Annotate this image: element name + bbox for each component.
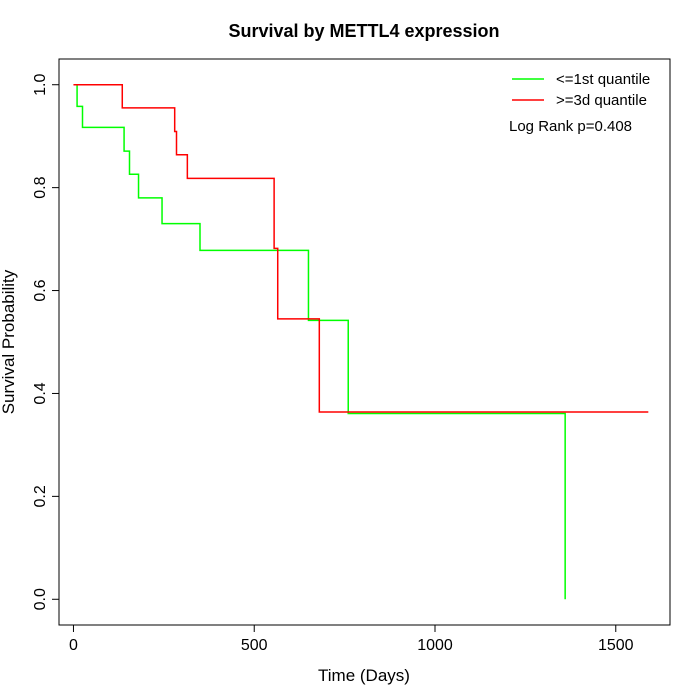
y-tick-label: 0.2 [32, 485, 49, 507]
x-axis: 0 500 1000 1500 [69, 624, 634, 654]
y-tick-label: 0.4 [32, 382, 49, 404]
x-axis-label: Time (Days) [318, 666, 410, 685]
y-tick-label: 1.0 [32, 74, 49, 96]
log-rank-annotation: Log Rank p=0.408 [509, 118, 632, 135]
x-tick-label: 1000 [417, 637, 453, 654]
chart-title: Survival by METTL4 expression [228, 21, 499, 41]
survival-curves [73, 83, 649, 600]
y-axis: 0.0 0.2 0.4 0.6 0.8 1.0 [32, 74, 60, 610]
legend-label: >=3d quantile [556, 92, 647, 109]
x-tick-label: 0 [69, 637, 78, 654]
survival-curve-low [73, 83, 566, 600]
plot-frame [58, 58, 671, 626]
y-tick-label: 0.6 [32, 279, 49, 301]
x-tick-label: 1500 [598, 637, 634, 654]
y-axis-label: Survival Probability [0, 269, 18, 414]
x-tick-label: 500 [241, 637, 268, 654]
legend-label: <=1st quantile [556, 71, 650, 88]
y-tick-label: 0.0 [32, 588, 49, 610]
survival-curve-high [73, 83, 649, 413]
legend: <=1st quantile >=3d quantile [512, 71, 650, 109]
y-tick-label: 0.8 [32, 176, 49, 198]
